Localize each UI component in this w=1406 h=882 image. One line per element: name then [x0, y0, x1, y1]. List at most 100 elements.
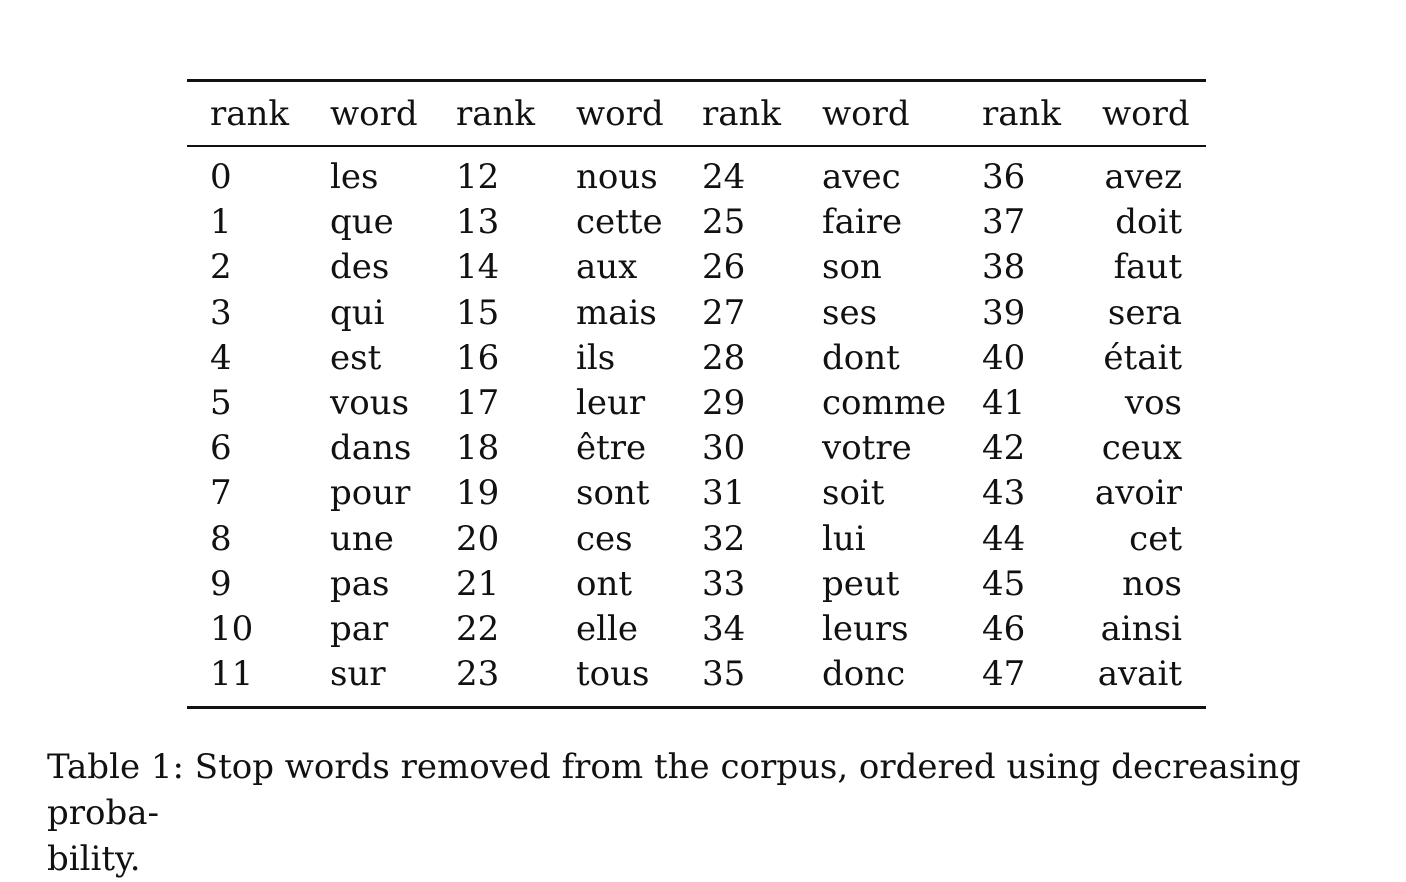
- header-rank-4: rank: [982, 94, 1062, 134]
- cell-rank: 17: [456, 382, 500, 423]
- cell-rank: 7: [210, 473, 232, 514]
- cell-word: dont: [822, 337, 900, 378]
- cell-rank: 33: [702, 563, 746, 604]
- cell-word: des: [330, 247, 390, 288]
- cell-rank: 9: [210, 563, 232, 604]
- table-row: 2 des 14 aux 26 son 38 faut: [187, 245, 1206, 290]
- cell-word: donc: [822, 654, 906, 695]
- cell-word: peut: [822, 563, 900, 604]
- cell-word: dans: [330, 428, 412, 469]
- cell-word: est: [330, 337, 382, 378]
- table-top-rule: [187, 79, 1206, 82]
- cell-word: faut: [1113, 247, 1182, 288]
- table-row: 6 dans 18 être 30 votre 42 ceux: [187, 426, 1206, 471]
- header-word-2: word: [576, 94, 664, 134]
- table-row: 3 qui 15 mais 27 ses 39 sera: [187, 291, 1206, 336]
- cell-rank: 28: [702, 337, 746, 378]
- cell-rank: 27: [702, 292, 746, 333]
- cell-word: ceux: [1101, 428, 1182, 469]
- cell-word: ils: [576, 337, 616, 378]
- cell-rank: 15: [456, 292, 500, 333]
- header-rank-1: rank: [210, 94, 290, 134]
- cell-word: comme: [822, 382, 947, 423]
- table-row: 4 est 16 ils 28 dont 40 était: [187, 336, 1206, 381]
- cell-rank: 1: [210, 202, 232, 243]
- table-row: 9 pas 21 ont 33 peut 45 nos: [187, 562, 1206, 607]
- cell-rank: 47: [982, 654, 1026, 695]
- cell-word: sont: [576, 473, 650, 514]
- cell-word: doit: [1115, 202, 1182, 243]
- cell-rank: 37: [982, 202, 1026, 243]
- cell-rank: 42: [982, 428, 1026, 469]
- cell-rank: 24: [702, 157, 746, 197]
- cell-rank: 22: [456, 608, 500, 649]
- cell-word: ainsi: [1100, 608, 1182, 649]
- cell-word: par: [330, 608, 389, 649]
- table-caption: Table 1: Stop words removed from the cor…: [47, 744, 1357, 882]
- header-rank-3: rank: [702, 94, 782, 134]
- cell-rank: 46: [982, 608, 1026, 649]
- table-row: 0 les 12 nous 24 avec 36 avez: [187, 155, 1206, 200]
- cell-word: avez: [1104, 157, 1182, 197]
- cell-word: cette: [576, 202, 663, 243]
- cell-word: lui: [822, 518, 866, 559]
- cell-rank: 45: [982, 563, 1026, 604]
- cell-word: votre: [822, 428, 912, 469]
- cell-rank: 29: [702, 382, 746, 423]
- cell-word: elle: [576, 608, 638, 649]
- cell-rank: 21: [456, 563, 500, 604]
- cell-rank: 10: [210, 608, 254, 649]
- cell-word: avait: [1097, 654, 1182, 695]
- cell-word: aux: [576, 247, 638, 288]
- cell-rank: 43: [982, 473, 1026, 514]
- caption-line-1: Table 1: Stop words removed from the cor…: [47, 747, 1301, 833]
- cell-rank: 11: [210, 654, 254, 695]
- cell-word: soit: [822, 473, 885, 514]
- cell-word: les: [330, 157, 379, 197]
- cell-word: avec: [822, 157, 901, 197]
- cell-word: pour: [330, 473, 411, 514]
- cell-word: mais: [576, 292, 657, 333]
- table-row: 5 vous 17 leur 29 comme 41 vos: [187, 381, 1206, 426]
- cell-rank: 3: [210, 292, 232, 333]
- cell-rank: 8: [210, 518, 232, 559]
- cell-rank: 6: [210, 428, 232, 469]
- cell-rank: 36: [982, 157, 1026, 197]
- cell-rank: 44: [982, 518, 1026, 559]
- cell-word: être: [576, 428, 647, 469]
- cell-word: vos: [1124, 382, 1182, 423]
- cell-word: était: [1103, 337, 1182, 378]
- cell-rank: 19: [456, 473, 500, 514]
- cell-word: nos: [1122, 563, 1182, 604]
- cell-rank: 30: [702, 428, 746, 469]
- cell-word: ses: [822, 292, 878, 333]
- cell-rank: 13: [456, 202, 500, 243]
- cell-rank: 41: [982, 382, 1026, 423]
- cell-rank: 23: [456, 654, 500, 695]
- cell-word: faire: [822, 202, 903, 243]
- table-row: 8 une 20 ces 32 lui 44 cet: [187, 517, 1206, 562]
- cell-word: ont: [576, 563, 633, 604]
- cell-rank: 38: [982, 247, 1026, 288]
- cell-rank: 34: [702, 608, 746, 649]
- cell-word: cet: [1129, 518, 1182, 559]
- cell-rank: 18: [456, 428, 500, 469]
- table-header-row: rank word rank word rank word rank word: [187, 92, 1206, 136]
- table-row: 7 pour 19 sont 31 soit 43 avoir: [187, 471, 1206, 516]
- cell-word: pas: [330, 563, 390, 604]
- cell-word: sera: [1107, 292, 1182, 333]
- table-bottom-rule: [187, 706, 1206, 709]
- cell-rank: 25: [702, 202, 746, 243]
- cell-word: qui: [330, 292, 385, 333]
- cell-rank: 5: [210, 382, 232, 423]
- cell-word: que: [330, 202, 394, 243]
- cell-word: leurs: [822, 608, 909, 649]
- cell-word: leur: [576, 382, 646, 423]
- cell-rank: 20: [456, 518, 500, 559]
- cell-rank: 31: [702, 473, 746, 514]
- table-row: 11 sur 23 tous 35 donc 47 avait: [187, 652, 1206, 697]
- table-row: 10 par 22 elle 34 leurs 46 ainsi: [187, 607, 1206, 652]
- cell-word: une: [330, 518, 394, 559]
- cell-rank: 32: [702, 518, 746, 559]
- header-word-4: word: [1102, 94, 1190, 134]
